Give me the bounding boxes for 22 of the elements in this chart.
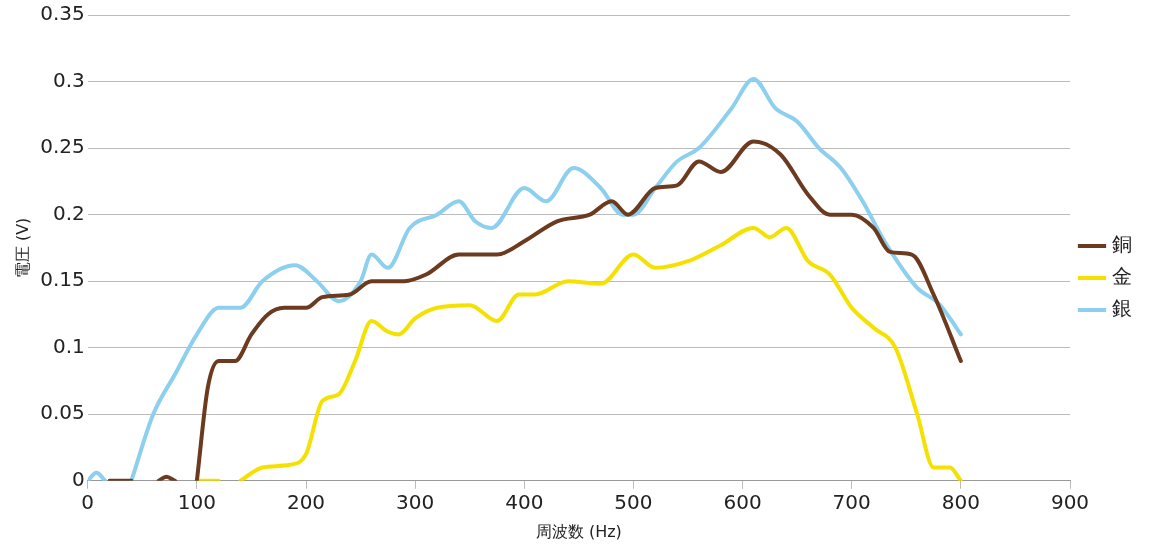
y-tick-label: 0.15 [40, 267, 85, 292]
x-tick-label: 200 [286, 490, 326, 514]
x-tick-label: 900 [1050, 490, 1090, 514]
legend-label: 金 [1112, 264, 1132, 289]
legend-label: 銅 [1112, 232, 1132, 257]
x-tick-label: 100 [177, 490, 216, 514]
x-tick-label: 800 [941, 490, 980, 514]
legend-label: 銀 [1112, 296, 1132, 321]
x-tick-label: 700 [832, 490, 871, 514]
y-tick-label: 0.1 [52, 333, 85, 358]
x-axis-title: 周波数 (Hz) [535, 521, 622, 541]
y-tick-label: 0.2 [52, 200, 85, 225]
y-axis-title: 電圧 (V) [12, 217, 32, 279]
x-tick-label: 500 [614, 490, 653, 514]
y-tick-label: 0.35 [40, 1, 85, 26]
x-tick-label: 600 [723, 490, 762, 514]
y-tick-label: 0 [72, 467, 85, 491]
x-tick-label: 300 [396, 490, 435, 514]
y-tick-label: 0.25 [40, 134, 85, 159]
y-tick-label: 0.05 [40, 400, 85, 425]
y-tick-label: 0.3 [52, 67, 85, 92]
x-tick-label: 400 [505, 490, 544, 514]
